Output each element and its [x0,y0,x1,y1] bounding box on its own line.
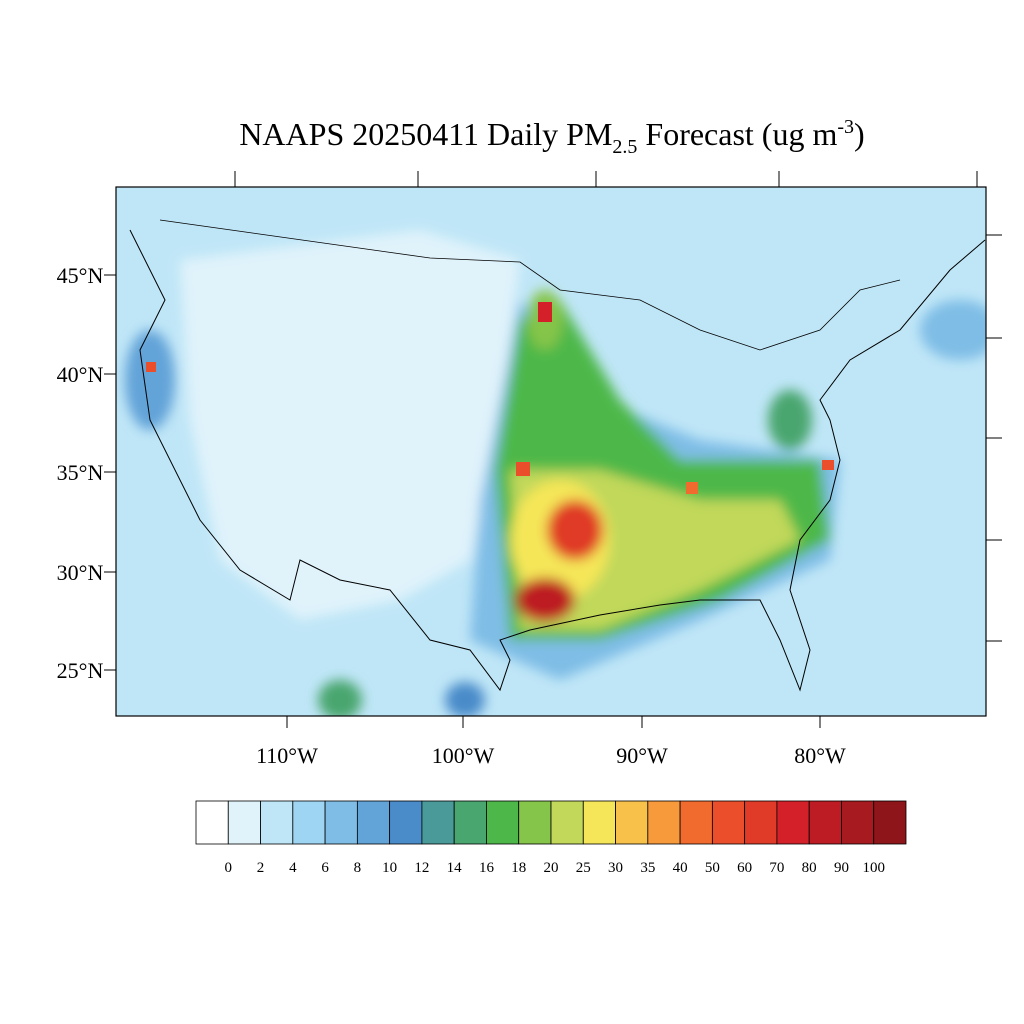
title-main: NAAPS 20250411 Daily PM [239,116,612,152]
title-superscript: -3 [837,116,854,138]
colorbar-label: 10 [382,860,397,876]
lat-label: 30°N [57,560,104,585]
colorbar-label: 12 [414,860,429,876]
colorbar-label: 80 [802,860,817,876]
colorbar-label: 4 [289,860,297,876]
colorbar-label: 70 [769,860,784,876]
colorbar-box [195,800,229,845]
colorbar-label: 0 [225,860,233,876]
lon-label: 90°W [616,743,668,768]
colorbar-label: 90 [834,860,849,876]
title-middle: Forecast (ug m [637,116,837,152]
colorbar-box [841,800,875,845]
lat-label: 40°N [57,362,104,387]
lon-label: 100°W [432,743,495,768]
colorbar-box [518,800,552,845]
colorbar-box [647,800,681,845]
colorbar: 0 2 4 6 8 10 12 14 16 18 20 25 30 35 40 50 60 70 80 90 100 [195,800,907,876]
colorbar-box [453,800,487,845]
colorbar-box [421,800,455,845]
colorbar-label: 16 [479,860,495,876]
colorbar-box [808,800,842,845]
colorbar-box [744,800,778,845]
colorbar-box [292,800,326,845]
colorbar-label: 18 [511,860,526,876]
colorbar-box [711,800,746,845]
colorbar-label: 8 [354,860,362,876]
colorbar-box [389,800,423,845]
colorbar-box [550,800,584,845]
colorbar-label: 40 [673,860,688,876]
map-field [116,187,986,716]
colorbar-box [615,800,649,845]
colorbar-label: 2 [257,860,265,876]
map-frame [115,186,987,717]
lon-label: 80°W [794,743,846,768]
colorbar-box [776,800,810,845]
title-subscript: 2.5 [612,136,637,158]
colorbar-label: 60 [737,860,752,876]
colorbar-box [486,800,520,845]
colorbar-label: 100 [862,860,885,876]
lat-label: 35°N [57,460,104,485]
lat-label: 45°N [57,263,104,288]
colorbar-label: 35 [640,860,655,876]
title-end: ) [854,116,865,152]
colorbar-box [324,800,358,845]
colorbar-label: 20 [544,860,559,876]
title: NAAPS 20250411 Daily PM2.5 Forecast (ug … [239,116,864,158]
colorbar-label: 6 [321,860,329,876]
colorbar-box [260,800,294,845]
colorbar-label: 30 [608,860,623,876]
colorbar-box [356,800,391,845]
colorbar-label: 14 [447,860,463,876]
colorbar-box [582,800,616,845]
colorbar-box [873,800,907,845]
lat-label: 25°N [57,658,104,683]
lon-label: 110°W [256,743,318,768]
colorbar-label: 25 [576,860,591,876]
colorbar-label: 50 [705,860,720,876]
colorbar-box [227,800,261,845]
colorbar-box [679,800,713,845]
